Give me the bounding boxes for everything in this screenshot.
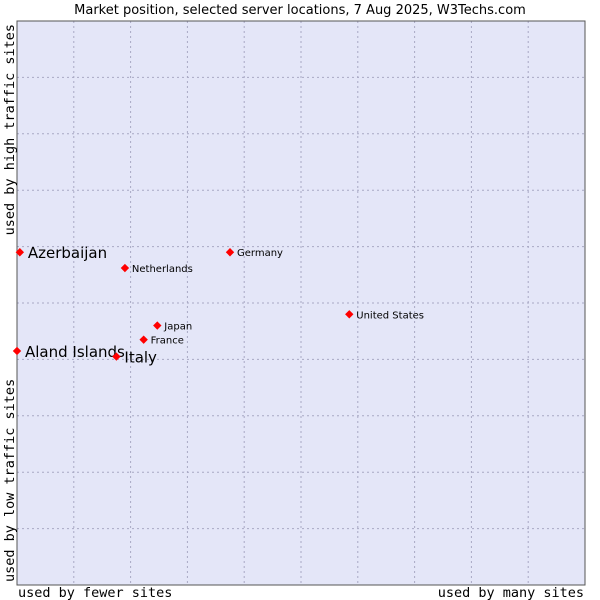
point-label-japan: Japan [163, 322, 192, 333]
point-marker-united-states [345, 310, 354, 319]
point-label-azerbaijan: Azerbaijan [28, 244, 107, 262]
point-label-netherlands: Netherlands [132, 264, 193, 275]
chart-title: Market position, selected server locatio… [74, 3, 526, 18]
point-label-aland-islands: Aland Islands [25, 343, 125, 361]
point-marker-azerbaijan [15, 248, 25, 257]
point-marker-aland-islands [12, 346, 22, 356]
point-label-italy: Italy [124, 349, 157, 367]
x-axis-label-left: used by fewer sites [18, 585, 172, 600]
point-label-united-states: United States [356, 310, 424, 321]
x-axis-label-right: used by many sites [438, 585, 584, 600]
point-label-france: France [151, 336, 184, 347]
grid-lines [17, 21, 585, 585]
data-points: Azerbaijan Netherlands Germany United State… [12, 244, 424, 367]
point-label-germany: Germany [237, 248, 283, 259]
plot-border [16, 20, 586, 586]
point-marker-japan [153, 321, 162, 330]
y-axis-label-bottom: used by low traffic sites [2, 379, 18, 582]
y-axis-label-top: used by high traffic sites [2, 24, 18, 235]
point-marker-germany [225, 248, 235, 257]
point-marker-france [139, 335, 148, 344]
point-marker-italy [112, 352, 121, 361]
point-marker-netherlands [120, 263, 130, 273]
